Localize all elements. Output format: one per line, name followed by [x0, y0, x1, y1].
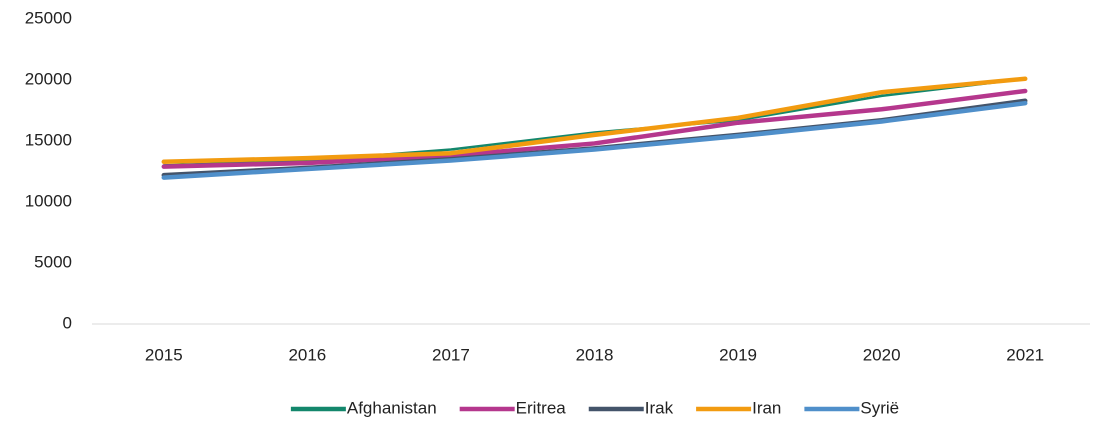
legend-label: Iran — [752, 398, 781, 417]
legend-label: Eritrea — [516, 398, 567, 417]
legend-label: Syrië — [860, 398, 899, 417]
series-line — [161, 88, 1028, 169]
series-line — [161, 76, 1028, 164]
series-line — [162, 77, 1027, 167]
legend-label: Afghanistan — [347, 398, 437, 417]
x-tick-label: 2021 — [1006, 345, 1044, 364]
y-tick-label: 25000 — [25, 8, 72, 27]
x-tick-label: 2017 — [432, 345, 470, 364]
y-tick-label: 0 — [63, 313, 72, 332]
series-line — [161, 100, 1028, 180]
x-tick-label: 2015 — [145, 345, 183, 364]
x-tick-label: 2020 — [863, 345, 901, 364]
y-tick-label: 15000 — [25, 130, 72, 149]
legend-label: Irak — [645, 398, 674, 417]
x-tick-label: 2018 — [576, 345, 614, 364]
y-tick-label: 10000 — [25, 191, 72, 210]
x-tick-label: 2019 — [719, 345, 757, 364]
y-tick-label: 5000 — [34, 252, 72, 271]
y-tick-label: 20000 — [25, 69, 72, 88]
x-tick-label: 2016 — [288, 345, 326, 364]
